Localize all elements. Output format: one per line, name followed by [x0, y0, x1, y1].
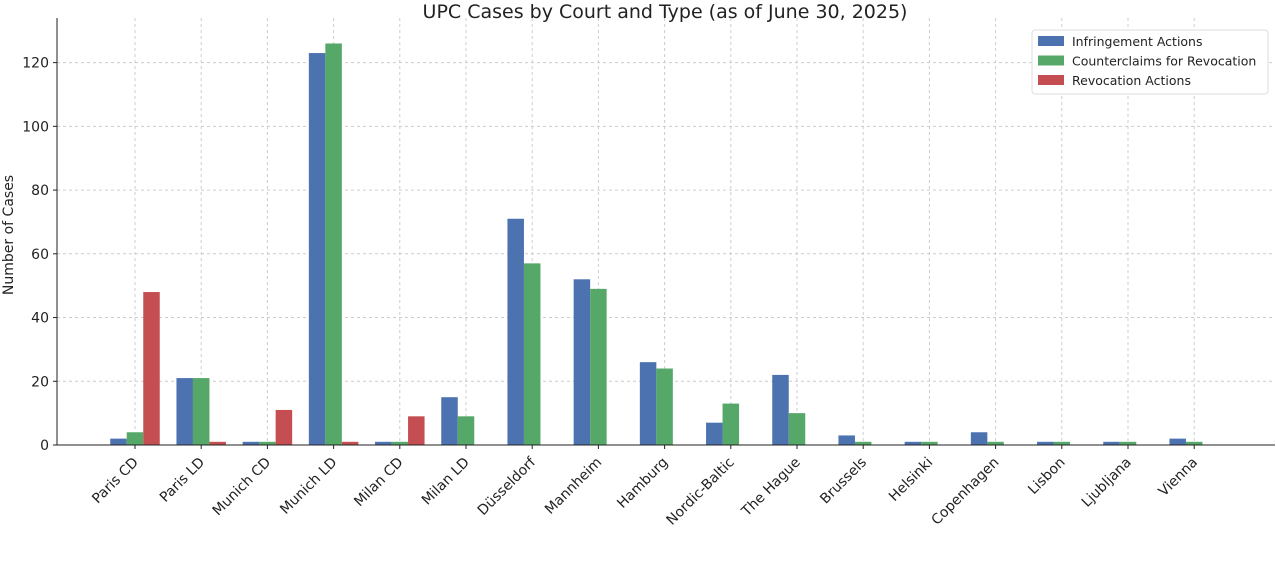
y-tick-label: 20	[31, 374, 49, 390]
bar-infringement-actions	[772, 374, 789, 445]
bar-counterclaims-for-revocation	[987, 441, 1004, 445]
bar-revocation-actions	[209, 441, 226, 445]
legend-label: Infringement Actions	[1072, 34, 1203, 49]
bar-counterclaims-for-revocation	[192, 378, 210, 445]
bar-counterclaims-for-revocation	[457, 416, 475, 445]
axes: 0 20 40 60 80 100 120 Paris CD Paris LD Munich CD…	[22, 18, 1275, 529]
bar-infringement-actions	[242, 441, 260, 445]
x-tick-label: Munich LD	[277, 455, 340, 518]
bar-infringement-actions	[507, 218, 524, 445]
bar-infringement-actions	[375, 441, 392, 445]
x-tick-label: Paris LD	[157, 455, 208, 506]
bar-counterclaims-for-revocation	[259, 441, 276, 445]
bar-counterclaims-for-revocation	[722, 403, 740, 445]
x-tick-label: Helsinki	[886, 455, 936, 505]
bar-infringement-actions	[110, 438, 127, 445]
x-tick-label: Lisbon	[1025, 455, 1068, 498]
x-tick-label: Munich CD	[210, 455, 275, 520]
x-tick-label: Hamburg	[614, 455, 671, 512]
y-tick-label: 60	[31, 247, 49, 263]
bar-revocation-actions	[408, 416, 425, 445]
x-tick-label: Milan LD	[419, 455, 473, 509]
legend-swatch	[1038, 36, 1064, 46]
bar-infringement-actions	[1169, 438, 1186, 445]
bar-counterclaims-for-revocation	[126, 432, 144, 445]
bar-counterclaims-for-revocation	[1185, 441, 1203, 445]
bar-infringement-actions	[573, 279, 591, 445]
bar-revocation-actions	[143, 292, 160, 445]
legend-swatch	[1038, 55, 1064, 66]
chart-title: UPC Cases by Court and Type (as of June …	[423, 1, 908, 23]
x-tick-label: Milan CD	[351, 455, 406, 510]
bar-infringement-actions	[441, 397, 458, 445]
x-tick-label: Brussels	[817, 455, 870, 508]
bar-infringement-actions	[176, 378, 193, 445]
bars	[110, 43, 1203, 445]
bar-infringement-actions	[308, 53, 326, 445]
bar-revocation-actions	[341, 441, 359, 445]
x-tick-label: Ljubljana	[1079, 455, 1135, 511]
bar-counterclaims-for-revocation	[1053, 441, 1071, 445]
bar-counterclaims-for-revocation	[788, 413, 806, 445]
bar-revocation-actions	[275, 409, 293, 445]
legend: Infringement Actions Counterclaims for Re…	[1031, 29, 1269, 95]
x-tick-label: Paris CD	[89, 455, 142, 508]
bar-infringement-actions	[706, 422, 723, 445]
bar-infringement-actions	[1103, 441, 1120, 445]
x-tick-label: Vienna	[1156, 455, 1201, 500]
y-tick-label: 40	[31, 311, 49, 327]
bar-counterclaims-for-revocation	[325, 43, 342, 445]
y-tick-label: 80	[31, 183, 49, 199]
bar-counterclaims-for-revocation	[921, 441, 938, 445]
legend-label: Revocation Actions	[1072, 73, 1191, 88]
y-tick-label: 0	[40, 438, 49, 454]
x-tick-label: Düsseldorf	[475, 454, 540, 519]
x-tick-label: The Hague	[738, 455, 804, 521]
bar-infringement-actions	[838, 435, 855, 445]
bar-infringement-actions	[1037, 441, 1054, 445]
legend-swatch	[1038, 75, 1064, 85]
x-tick-label: Mannheim	[542, 455, 605, 518]
legend-box	[1031, 29, 1269, 95]
x-tick-label: Nordic-Baltic	[664, 455, 738, 529]
y-tick-label: 120	[22, 56, 49, 72]
bar-infringement-actions	[639, 362, 657, 445]
bar-counterclaims-for-revocation	[1119, 441, 1137, 445]
bar-counterclaims-for-revocation	[854, 441, 872, 445]
x-tick-label: Copenhagen	[929, 455, 1003, 529]
bar-counterclaims-for-revocation	[656, 368, 673, 445]
bar-counterclaims-for-revocation	[391, 441, 409, 445]
y-axis-label: Number of Cases	[1, 175, 17, 295]
bar-counterclaims-for-revocation	[523, 263, 541, 445]
legend-label: Counterclaims for Revocation	[1072, 54, 1256, 69]
bar-counterclaims-for-revocation	[590, 288, 607, 445]
bar-infringement-actions	[904, 441, 922, 445]
y-tick-label: 100	[22, 119, 49, 135]
bar-infringement-actions	[970, 432, 988, 445]
